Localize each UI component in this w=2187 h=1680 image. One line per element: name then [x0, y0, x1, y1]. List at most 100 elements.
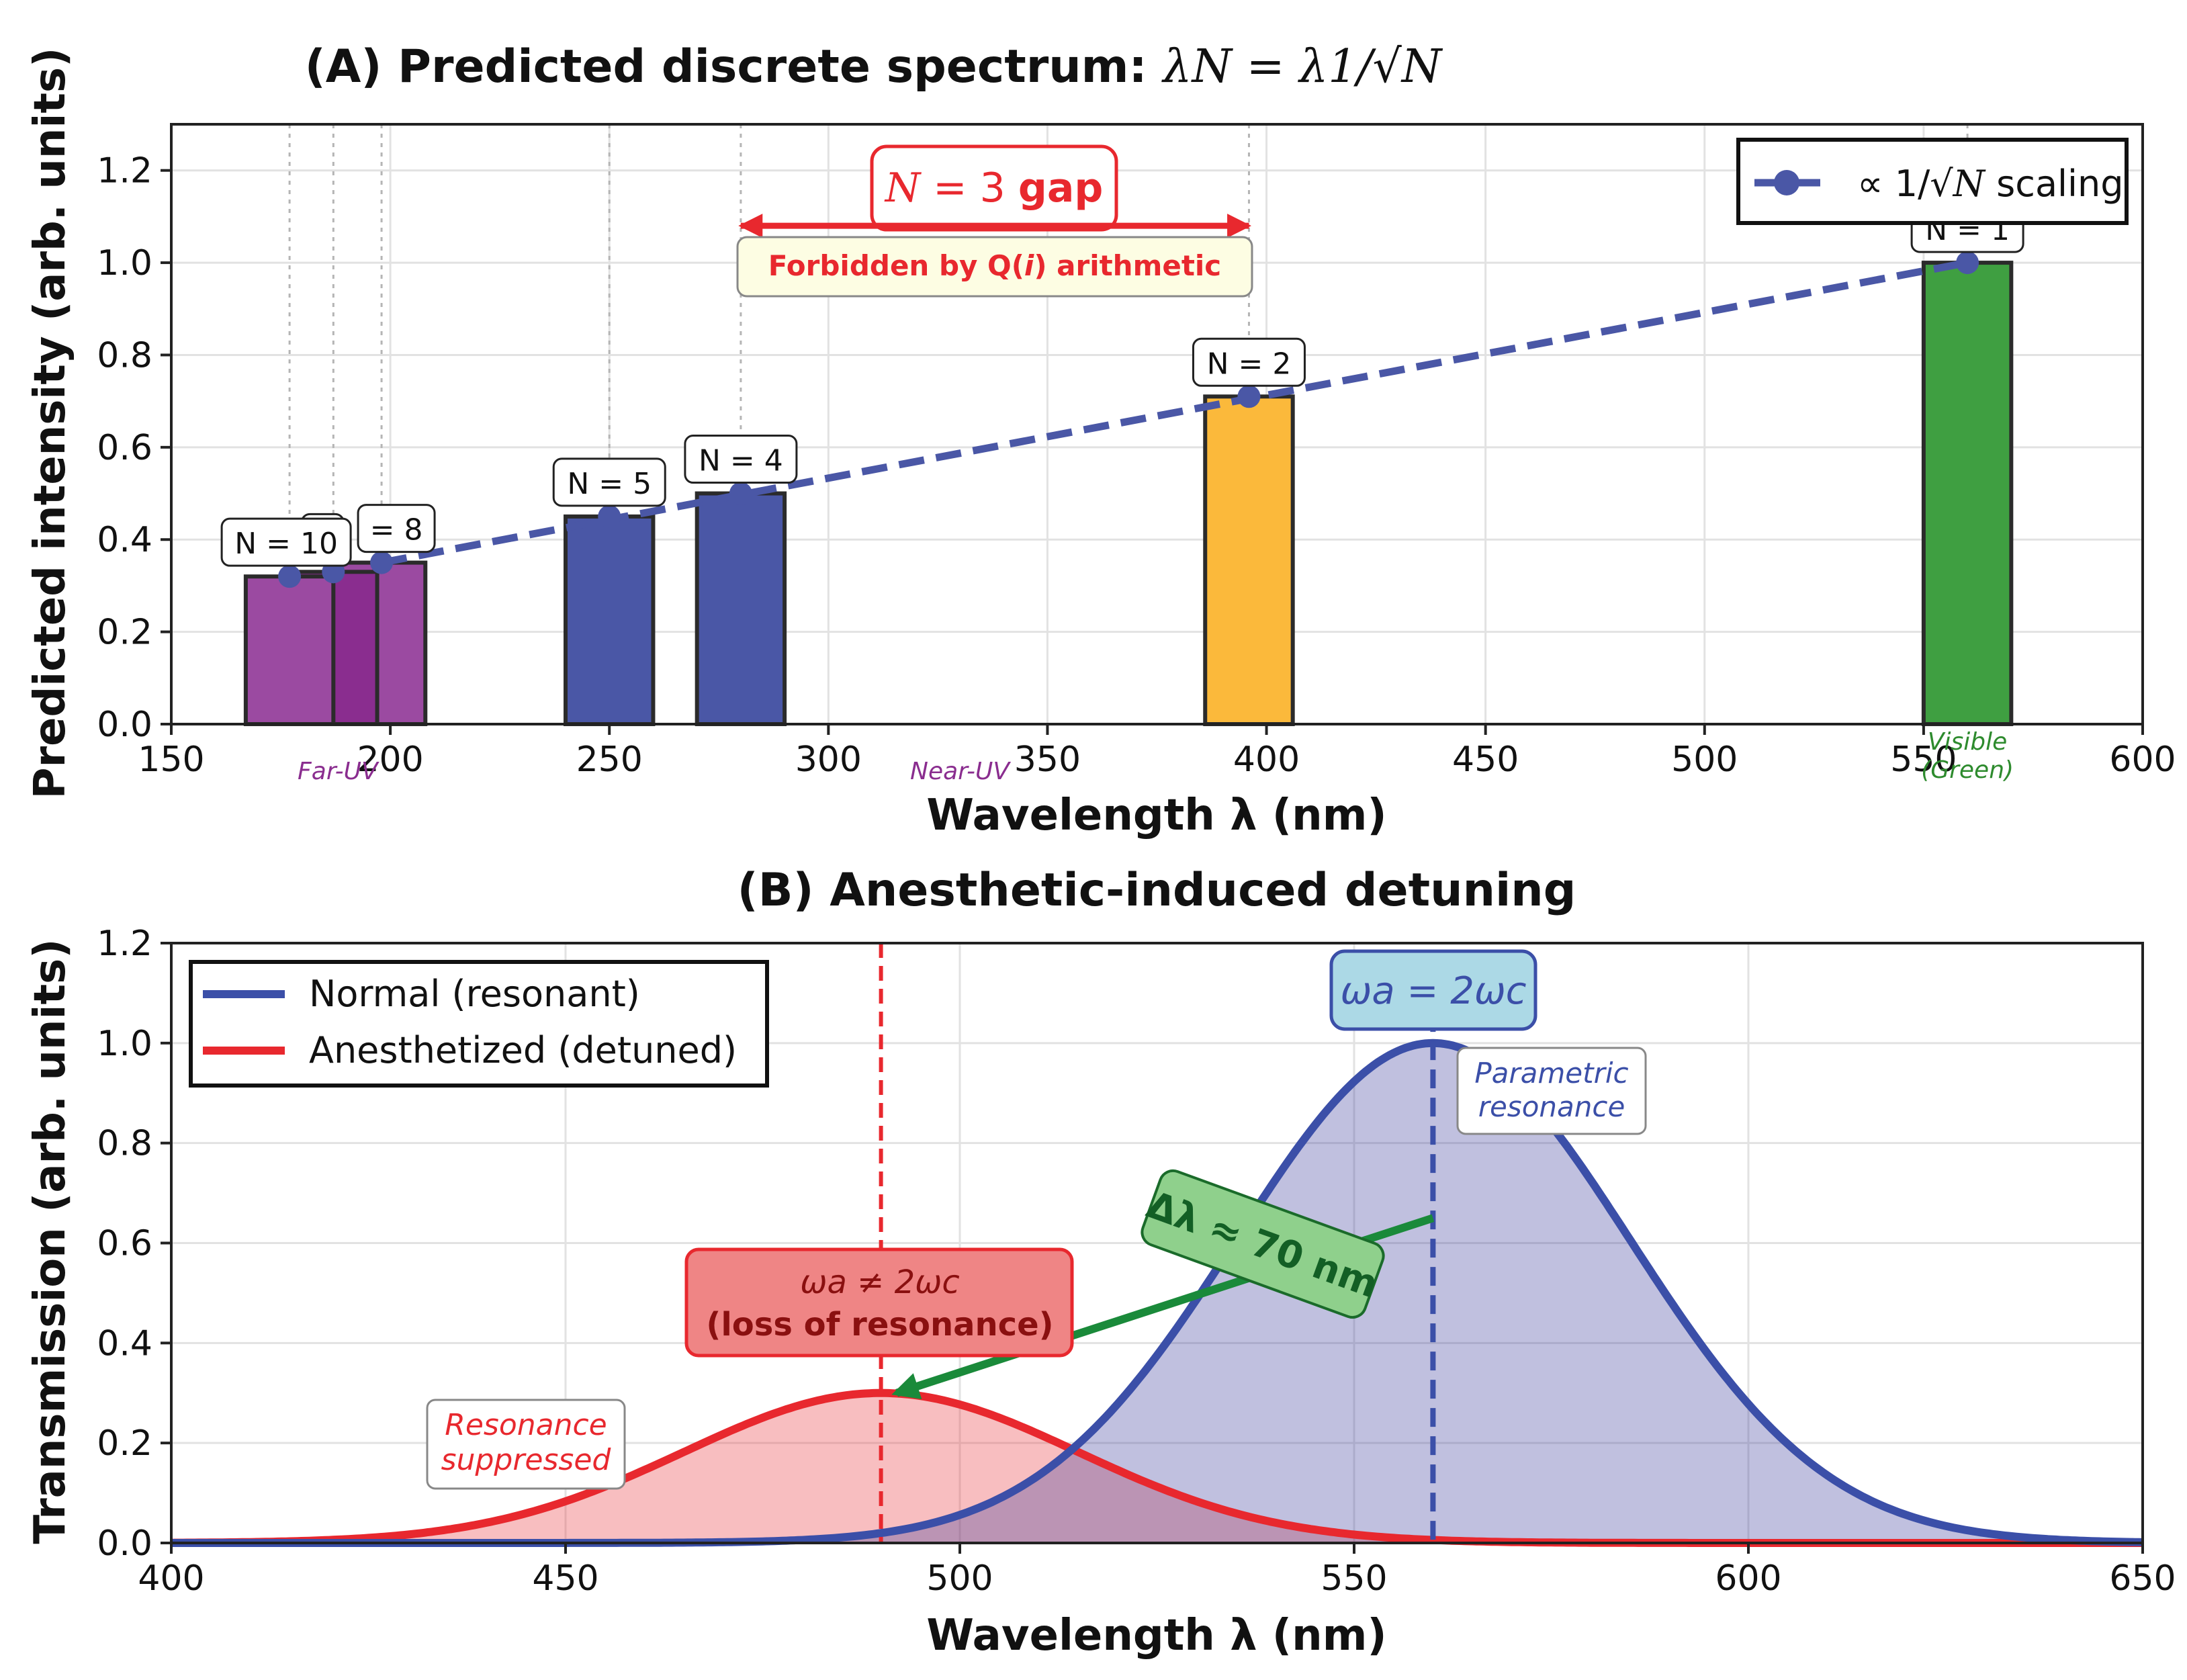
- panel-a-x-tick-label: 400: [1233, 740, 1300, 780]
- marker-n-10: [278, 565, 302, 588]
- bar-label-n-8: = 8: [370, 513, 423, 547]
- detuned-condition-label: ωa ≠ 2ωc: [800, 1264, 959, 1301]
- bar-label-n-2: N = 2: [1207, 347, 1292, 381]
- panel-b-legend: Normal (resonant) Anesthetized (detuned): [189, 960, 769, 1088]
- panel-b-x-tick-label: 400: [138, 1558, 204, 1599]
- marker-n-5: [598, 504, 621, 528]
- forbidden-note: Forbidden by Q(i) arithmetic: [768, 249, 1221, 282]
- legend-label: ∝ 1/√N scaling: [1857, 163, 2124, 205]
- marker-n-1: [1956, 251, 1979, 275]
- panel-b-y-tick-label: 0.0: [97, 1523, 152, 1564]
- panel-a-frame: [170, 123, 2144, 725]
- panel-a-y-tick-label: 0.2: [97, 613, 152, 653]
- panel-a-region-labels: Far-UV Near-UV Visible (Green): [298, 728, 2014, 785]
- legend-marker: [1774, 170, 1799, 195]
- panel-b-x-tick-label: 450: [532, 1558, 598, 1599]
- marker-n-8: [370, 551, 394, 574]
- parametric-note-line1: Parametric: [1474, 1057, 1628, 1090]
- panel-a-x-tick-label: 450: [1452, 740, 1519, 780]
- bar-n-4: [695, 491, 787, 726]
- gap-annotation: N = 3 gap Forbidden by Q(i) arithmetic: [736, 144, 1253, 298]
- gap-label: N = 3 gap: [884, 165, 1104, 212]
- panel-a-x-label: Wavelength λ (nm): [926, 791, 1386, 840]
- panel-a-x-tick-label: 200: [357, 740, 423, 780]
- legend-box: [189, 960, 769, 1088]
- loss-label: (loss of resonance): [706, 1306, 1053, 1343]
- bar-label-n-4: N = 4: [699, 444, 783, 478]
- parametric-note-line2: resonance: [1478, 1090, 1625, 1123]
- suppressed-note-line2: suppressed: [441, 1443, 612, 1477]
- bar-n-2: [1203, 394, 1295, 726]
- panel-a-title: (A) Predicted discrete spectrum: λN = λ1…: [305, 40, 1443, 93]
- legend-normal-label: Normal (resonant): [309, 973, 640, 1015]
- detuned-condition-box: [684, 1247, 1074, 1358]
- bar-n-10: [243, 574, 336, 727]
- bar-label-box-n-5: [552, 457, 666, 507]
- shift-label-box: [1141, 1169, 1385, 1319]
- panel-a: (A) Predicted discrete spectrum: λN = λ1…: [26, 40, 2176, 840]
- legend-anesthetized-label: Anesthetized (detuned): [309, 1029, 737, 1071]
- panel-a-y-tick-label: 0.4: [97, 520, 152, 560]
- marker-n-2: [1237, 385, 1261, 408]
- suppressed-note-box: [426, 1399, 626, 1490]
- panel-a-x-tick-label: 250: [576, 740, 643, 780]
- panel-a-x-tick-label: 300: [795, 740, 862, 780]
- detuned-condition: ωa ≠ 2ωc (loss of resonance): [684, 1247, 1074, 1358]
- panel-a-title-formula: λN = λ1/√N: [1161, 40, 1443, 93]
- panel-a-y-tick-label: 1.0: [97, 243, 152, 283]
- region-label-line: Far-UV: [298, 758, 380, 785]
- marker-n-4: [729, 482, 752, 505]
- panel-a-y-tick-label: 0.6: [97, 428, 152, 468]
- bar-label-box-n-8: [357, 504, 436, 554]
- panel-a-y-tick-label: 0.8: [97, 335, 152, 375]
- bar-n-5: [564, 514, 656, 727]
- region-label: Near-UV: [910, 758, 1011, 785]
- panel-a-y-tick-label: 1.2: [97, 151, 152, 191]
- panel-a-bars: [243, 261, 2014, 727]
- panel-b-y-tick-label: 1.0: [97, 1024, 152, 1064]
- bar-label-box-n-4: [684, 435, 798, 484]
- suppressed-note-line1: Resonance: [445, 1408, 607, 1442]
- panel-b-y-label: Transmission (arb. units): [26, 939, 75, 1544]
- panel-b-ticks: 400 450 500 550 600 650 0.0 0.2 0.4 0.6 0.8 1.0 1.2: [97, 924, 2176, 1599]
- bar-n-1: [1921, 261, 2014, 727]
- panel-b-y-tick-label: 0.2: [97, 1423, 152, 1464]
- panel-b-x-label: Wavelength λ (nm): [926, 1611, 1386, 1661]
- panel-a-ticks: 150 200 250 300 350 400 450 500 550 600 0.0 0.2 0.4 0…: [97, 151, 2176, 780]
- bar-label-n-10: N = 10: [234, 527, 338, 561]
- bar-label-box-n-10: [220, 517, 352, 567]
- panel-b-y-tick-label: 0.4: [97, 1323, 152, 1364]
- region-label-line: Visible: [1928, 728, 2007, 756]
- panel-b-x-tick-label: 500: [926, 1558, 993, 1599]
- normal-fill: [171, 1043, 2143, 1543]
- panel-a-x-tick-label: 500: [1671, 740, 1738, 780]
- resonant-condition: ωa = 2ωc: [1329, 949, 1537, 1031]
- bar-label-box-n-2: [1192, 337, 1306, 387]
- panel-b: (B) Anesthetic-induced detuning 400 450 50…: [26, 864, 2176, 1661]
- panel-b-x-tick-label: 600: [1715, 1558, 1781, 1599]
- panel-b-y-tick-label: 1.2: [97, 924, 152, 964]
- panel-a-x-tick-label: 150: [138, 740, 204, 780]
- region-label: Visible (Green): [1921, 728, 2014, 784]
- panel-b-title: (B) Anesthetic-induced detuning: [738, 864, 1576, 917]
- bar-label-n-5: N = 5: [567, 467, 652, 501]
- panel-a-x-tick-label: 600: [2109, 740, 2176, 780]
- region-label-line: (Green): [1921, 756, 2014, 784]
- resonant-condition-label: ωa = 2ωc: [1340, 969, 1526, 1013]
- parametric-note: Parametric resonance: [1456, 1047, 1647, 1135]
- panel-b-x-tick-label: 650: [2109, 1558, 2176, 1599]
- scaling-line: [381, 259, 1969, 566]
- panel-b-x-tick-label: 550: [1321, 1558, 1387, 1599]
- parametric-note-box: [1456, 1047, 1647, 1135]
- region-label-line: Near-UV: [910, 758, 1011, 785]
- suppressed-note: Resonance suppressed: [426, 1399, 626, 1490]
- panel-a-x-tick-label: 350: [1014, 740, 1081, 780]
- anesthetized-fill: [171, 1392, 2143, 1543]
- panel-a-legend: ∝ 1/√N scaling: [1736, 138, 2129, 225]
- region-label: Far-UV: [298, 758, 380, 785]
- panel-a-y-tick-label: 0.0: [97, 705, 152, 745]
- resonant-condition-box: [1329, 949, 1537, 1031]
- forbidden-note-box: [736, 236, 1253, 298]
- panel-a-y-label: Predicted intensity (arb. units): [26, 48, 75, 799]
